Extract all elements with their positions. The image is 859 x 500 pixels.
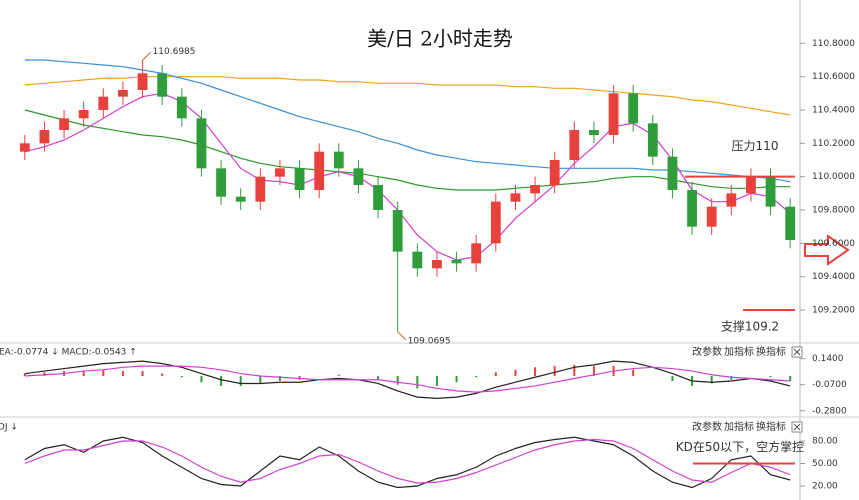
candle-body	[19, 143, 30, 152]
y-tick-label: 109.8000	[812, 206, 855, 216]
candle-body	[510, 193, 521, 202]
candle-body	[549, 160, 560, 185]
close-icon	[793, 348, 801, 356]
candle-body	[392, 210, 403, 252]
y-tick-label: 110.8000	[812, 39, 855, 49]
indicator-line	[24, 109, 791, 191]
y-tick-label: 80.00	[812, 437, 838, 447]
y-tick-label: 110.0000	[812, 172, 855, 182]
candle-body	[647, 123, 658, 157]
candle-body	[667, 156, 678, 190]
candle-body	[608, 93, 619, 135]
y-tick-label: 109.2000	[812, 306, 855, 316]
y-tick-label: 0.1400	[812, 354, 844, 364]
candle-body	[59, 118, 69, 130]
candle-body	[98, 96, 109, 110]
close-icon	[793, 423, 801, 431]
candle-body	[687, 190, 697, 227]
indicator-line	[24, 76, 791, 116]
leader-line	[397, 331, 407, 341]
candle-body	[785, 206, 796, 240]
y-tick-label: 20.00	[812, 482, 838, 492]
max-label: 110.6985	[153, 47, 196, 57]
candle-body	[78, 110, 89, 119]
candle-body	[569, 130, 580, 160]
indicator-line	[24, 360, 791, 399]
candle-body	[353, 168, 364, 185]
candle-body	[314, 151, 325, 190]
y-tick-label: 109.4000	[812, 272, 855, 282]
candle-body	[746, 176, 756, 194]
y-tick-label: 50.00	[812, 459, 838, 469]
candle-body	[196, 118, 207, 169]
annotation-text: KD在50以下，空方掌控	[676, 439, 804, 454]
y-tick-label: -0.2800	[812, 406, 847, 416]
min-label: 109.0695	[408, 336, 451, 346]
candle-body	[490, 201, 501, 244]
candle-body	[137, 73, 148, 90]
candle-body	[373, 185, 383, 210]
indicator-line	[24, 438, 791, 484]
candle-body	[706, 206, 717, 227]
indicator-line	[24, 436, 791, 489]
arrow-icon	[804, 234, 850, 266]
candle-body	[176, 96, 187, 119]
panel-button[interactable]: 改参数	[692, 345, 722, 358]
chart-title: 美/日 2小时走势	[367, 27, 513, 51]
candle-body	[765, 176, 776, 207]
panel-button[interactable]: 加指标	[724, 420, 754, 433]
candle-body	[216, 168, 226, 197]
panel-button[interactable]: 加指标	[724, 345, 754, 358]
indicator-line	[24, 365, 791, 393]
panel-button[interactable]: 改参数	[692, 420, 722, 433]
y-tick-label: -0.0700	[812, 380, 847, 390]
panel-header: DEA:-0.0774 ↓ MACD:-0.0543 ↑	[0, 348, 137, 358]
y-tick-label: 110.2000	[812, 139, 855, 149]
leader-line	[142, 51, 151, 61]
panel-button[interactable]: 换指标	[756, 420, 786, 433]
panel-header: KDJ ↓	[0, 423, 18, 433]
candle-body	[294, 168, 305, 190]
y-tick-label: 110.4000	[812, 106, 855, 116]
candle-body	[118, 90, 128, 97]
candle-body	[589, 130, 599, 135]
annotation-text: 压力110	[732, 139, 779, 153]
candle-body	[451, 260, 462, 264]
indicator-line	[24, 59, 791, 183]
candle-body	[333, 151, 344, 169]
candle-body	[412, 251, 423, 269]
candle-body	[255, 176, 266, 202]
candle-body	[432, 260, 442, 269]
candle-body	[471, 243, 482, 264]
candle-body	[39, 130, 50, 144]
candle-body	[235, 196, 246, 202]
candle-body	[530, 185, 540, 194]
candle-body	[157, 73, 168, 97]
y-tick-label: 109.6000	[812, 239, 855, 249]
indicator-line	[24, 92, 791, 261]
y-tick-label: 110.6000	[812, 72, 855, 82]
candle-body	[275, 168, 285, 177]
candle-body	[726, 193, 737, 207]
panel-button[interactable]: 换指标	[756, 345, 786, 358]
candle-body	[628, 93, 639, 124]
annotation-text: 支撑109.2	[721, 319, 779, 334]
